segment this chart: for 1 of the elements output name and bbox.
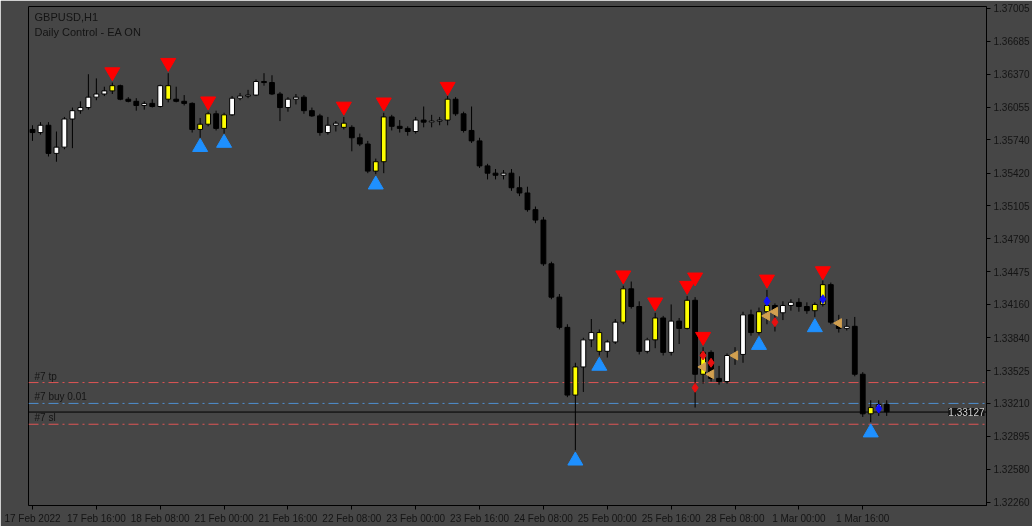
ref-line-label: 1.33127 [948,407,985,419]
